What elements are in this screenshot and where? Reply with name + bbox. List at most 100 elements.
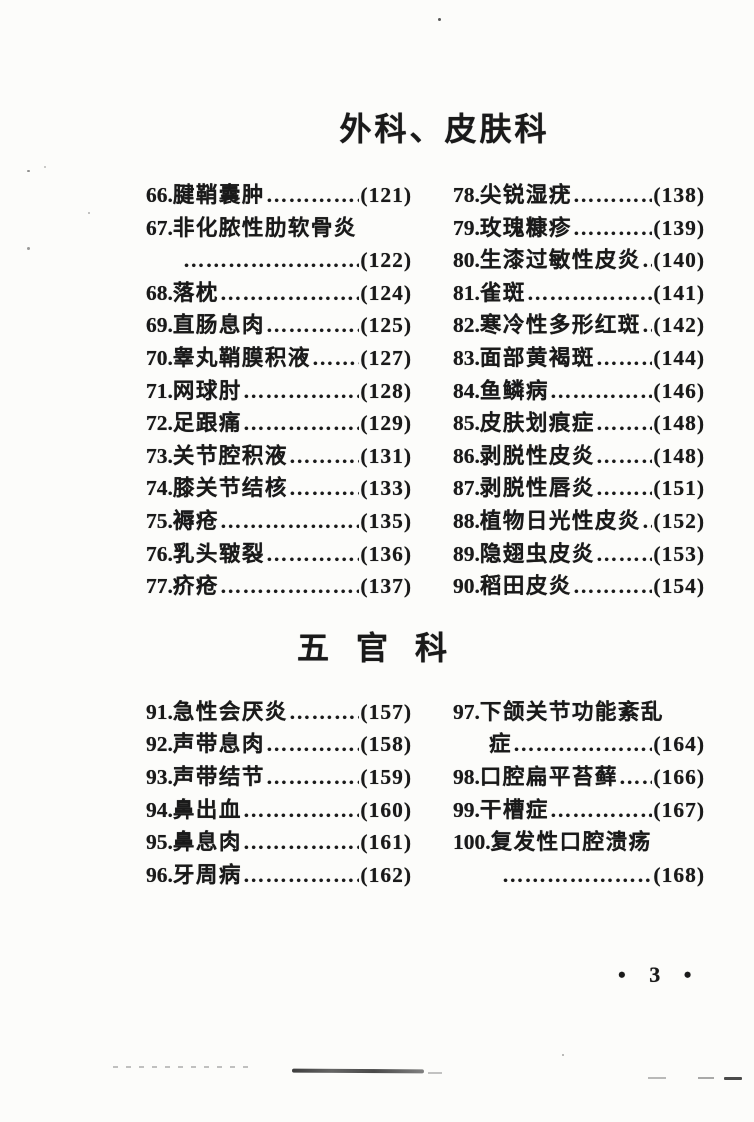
entry-title: 剥脱性唇炎	[479, 476, 595, 501]
scan-speck	[88, 212, 90, 214]
table-of-contents: 外科、皮肤科 66.腱鞘囊肿………………………………………………………………………	[146, 0, 705, 891]
dot-leader: ……………………………………………………………………	[513, 732, 652, 757]
dot-leader: ……………………………………………………………………	[572, 215, 653, 240]
toc-entry: 98.口腔扁平苔藓……………………………………………………………………(166)	[453, 761, 705, 794]
entry-page-number: (151)	[653, 476, 705, 501]
toc-entry: 99.干槽症……………………………………………………………………(167)	[453, 794, 705, 827]
entry-page-number: (135)	[360, 508, 412, 533]
entry-title: 关节腔积液	[172, 443, 288, 468]
entry-page-number: (146)	[653, 378, 705, 403]
entry-page-number: (124)	[360, 280, 412, 305]
entry-title: 疥疮	[172, 574, 219, 599]
dot-leader: ……………………………………………………………………	[642, 244, 653, 277]
entry-page-number: (167)	[653, 797, 705, 822]
scan-speck	[44, 166, 46, 168]
entry-number: 92.	[146, 732, 173, 757]
dot-leader: ……………………………………………………………………	[595, 411, 653, 436]
toc-entry: 89.隐翅虫皮炎……………………………………………………………………(153)	[453, 538, 705, 571]
dot-leader: ……………………………………………………………………	[265, 732, 360, 757]
entry-title: 剥脱性皮炎	[479, 443, 595, 468]
toc-entry-continuation: ……………………………………………………………………(122)	[146, 244, 412, 277]
toc-entry: 83.面部黄褐斑……………………………………………………………………(144)	[453, 342, 705, 375]
entry-title: 生漆过敏性皮炎	[479, 248, 641, 273]
toc-section-ent: 91.急性会厌炎……………………………………………………………………(157)9…	[146, 696, 705, 892]
entry-number: 79.	[453, 215, 480, 240]
entry-title: 落枕	[172, 280, 219, 305]
dot-leader: ……………………………………………………………………	[572, 574, 653, 599]
entry-number: 99.	[453, 797, 480, 822]
toc-entry: 76.乳头皲裂……………………………………………………………………(136)	[146, 538, 412, 571]
toc-entry: 87.剥脱性唇炎……………………………………………………………………(151)	[453, 472, 705, 505]
entry-number: 89.	[453, 541, 480, 566]
toc-column-right-2: 97.下颌关节功能紊乱症……………………………………………………………………(1…	[453, 696, 705, 892]
entry-number: 73.	[146, 443, 173, 468]
toc-entry: 86.剥脱性皮炎……………………………………………………………………(148)	[453, 440, 705, 473]
toc-entry: 73.关节腔积液……………………………………………………………………(131)	[146, 440, 412, 473]
dot-leader: ……………………………………………………………………	[242, 862, 360, 887]
entry-title: 干槽症	[479, 797, 549, 822]
entry-title: 腱鞘囊肿	[172, 183, 265, 207]
toc-entry: 100. 复发性口腔溃疡	[453, 826, 705, 859]
entry-number: 100.	[453, 830, 491, 855]
dot-leader: ……………………………………………………………………	[219, 508, 360, 533]
entry-number: 67.	[146, 215, 173, 240]
entry-number: 77.	[146, 574, 173, 599]
toc-entry: 78.尖锐湿疣……………………………………………………………………(138)	[453, 179, 705, 212]
entry-title: 鱼鳞病	[479, 378, 549, 403]
entry-title: 乳头皲裂	[172, 541, 265, 566]
dot-leader: ……………………………………………………………………	[618, 764, 653, 789]
entry-page-number: (141)	[653, 280, 705, 305]
dot-leader: ……………………………………………………………………	[502, 862, 652, 887]
dot-leader: ……………………………………………………………………	[642, 505, 653, 538]
entry-number: 81.	[453, 280, 480, 305]
toc-entry: 82.寒冷性多形红斑……………………………………………………………………(142…	[453, 309, 705, 342]
entry-page-number: (131)	[360, 443, 412, 468]
toc-entry: 93.声带结节……………………………………………………………………(159)	[146, 761, 412, 794]
entry-title: 面部黄褐斑	[479, 345, 595, 370]
entry-page-number: (137)	[360, 574, 412, 599]
entry-title: 声带息肉	[172, 732, 265, 757]
entry-page-number: (152)	[653, 508, 705, 533]
entry-page-number: (157)	[360, 699, 412, 724]
toc-entry: 69.直肠息肉……………………………………………………………………(125)	[146, 309, 412, 342]
dot-leader: ……………………………………………………………………	[288, 699, 360, 724]
toc-entry: 79.玫瑰糠疹……………………………………………………………………(139)	[453, 212, 705, 245]
entry-title: 隐翅虫皮炎	[479, 541, 595, 566]
toc-column-left-1: 66.腱鞘囊肿……………………………………………………………………(121)67…	[146, 179, 412, 603]
toc-entry: 84.鱼鳞病……………………………………………………………………(146)	[453, 375, 705, 408]
toc-entry: 71.网球肘……………………………………………………………………(128)	[146, 375, 412, 408]
entry-page-number: (168)	[653, 862, 705, 887]
dot-leader: ……………………………………………………………………	[549, 797, 653, 822]
entry-title: 鼻出血	[172, 797, 242, 822]
entry-page-number: (133)	[360, 476, 412, 501]
entry-page-number: (160)	[360, 797, 412, 822]
entry-title: 非化脓性肋软骨炎	[172, 215, 357, 240]
entry-title: 声带结节	[172, 764, 265, 789]
entry-page-number: (153)	[653, 541, 705, 566]
entry-title: 鼻息肉	[172, 830, 242, 855]
entry-title: 雀斑	[479, 280, 526, 305]
entry-number: 70.	[146, 345, 173, 370]
entry-page-number: (166)	[653, 764, 705, 789]
scan-streak	[291, 1068, 425, 1074]
entry-page-number: (154)	[653, 574, 705, 599]
entry-page-number: (142)	[653, 313, 705, 338]
entry-number: 97.	[453, 699, 480, 724]
entry-number: 78.	[453, 183, 480, 207]
toc-entry-continuation: 症……………………………………………………………………(164)	[453, 728, 705, 761]
toc-entry: 74.膝关节结核……………………………………………………………………(133)	[146, 472, 412, 505]
page-number: • 3 •	[618, 962, 701, 987]
entry-number: 66.	[146, 183, 173, 207]
dot-leader: ……………………………………………………………………	[265, 313, 360, 338]
entry-title: 急性会厌炎	[172, 699, 288, 724]
entry-number: 74.	[146, 476, 173, 501]
dot-leader: ……………………………………………………………………	[219, 280, 360, 305]
entry-number: 83.	[453, 345, 480, 370]
entry-title: 膝关节结核	[172, 476, 288, 501]
scan-speck	[562, 1054, 564, 1056]
entry-number: 94.	[146, 797, 173, 822]
dot-leader: ……………………………………………………………………	[288, 476, 360, 501]
entry-page-number: (162)	[360, 862, 412, 887]
entry-page-number: (139)	[653, 215, 705, 240]
